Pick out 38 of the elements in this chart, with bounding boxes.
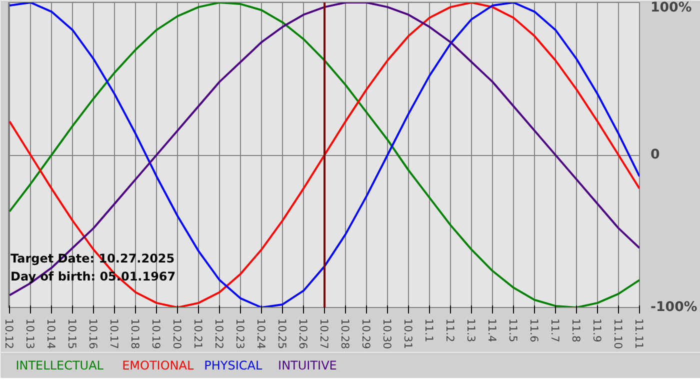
x-tick-label: 11.9 xyxy=(590,318,604,342)
x-tick-label: 11.10 xyxy=(612,318,624,350)
x-tick-label: 11.4 xyxy=(486,318,499,342)
x-tick-label: 10.20 xyxy=(170,318,184,350)
x-tick-label: 10.13 xyxy=(24,318,37,350)
text: PHYSICAL xyxy=(204,358,262,372)
y-tick-label: 100% xyxy=(650,0,692,16)
x-tick-label: 11.5 xyxy=(506,318,520,342)
y-tick-label: -100% xyxy=(650,300,698,315)
text: INTUITIVE xyxy=(278,358,337,372)
x-tick-label: 10.28 xyxy=(338,318,352,350)
x-tick-label: 10.22 xyxy=(212,318,226,350)
x-tick-label: 11.11 xyxy=(632,318,646,350)
x-tick-label: 10.26 xyxy=(296,318,310,350)
text: EMOTIONAL xyxy=(122,358,194,372)
x-tick-label: 10.17 xyxy=(108,318,121,350)
x-tick-label: 11.6 xyxy=(528,318,541,342)
x-tick-label: 10.30 xyxy=(380,318,394,350)
x-tick-label: 10.25 xyxy=(276,318,289,350)
x-tick-label: 10.12 xyxy=(2,318,16,350)
x-tick-label: 11.3 xyxy=(464,318,478,342)
x-tick-label: 10.24 xyxy=(254,318,268,350)
text: INTELLECTUAL xyxy=(16,358,104,372)
x-tick-label: 10.29 xyxy=(360,318,373,350)
y-tick-label: 0 xyxy=(650,148,660,162)
x-tick-label: 10.18 xyxy=(128,318,142,350)
x-tick-label: 10.16 xyxy=(86,318,100,350)
x-tick-label: 11.7 xyxy=(548,318,562,342)
x-tick-label: 10.21 xyxy=(192,318,205,350)
x-tick-label: 10.15 xyxy=(66,318,79,350)
x-tick-label: 10.31 xyxy=(402,318,415,350)
x-tick-label: 11.8 xyxy=(570,318,583,342)
x-tick-label: 10.19 xyxy=(150,318,163,350)
x-tick-label: 10.14 xyxy=(44,318,58,350)
x-tick-label: 10.27 xyxy=(318,318,331,350)
x-tick-label: 11.2 xyxy=(444,318,457,342)
x-tick-label: 11.1 xyxy=(422,318,436,342)
x-tick-label: 10.23 xyxy=(234,318,247,350)
